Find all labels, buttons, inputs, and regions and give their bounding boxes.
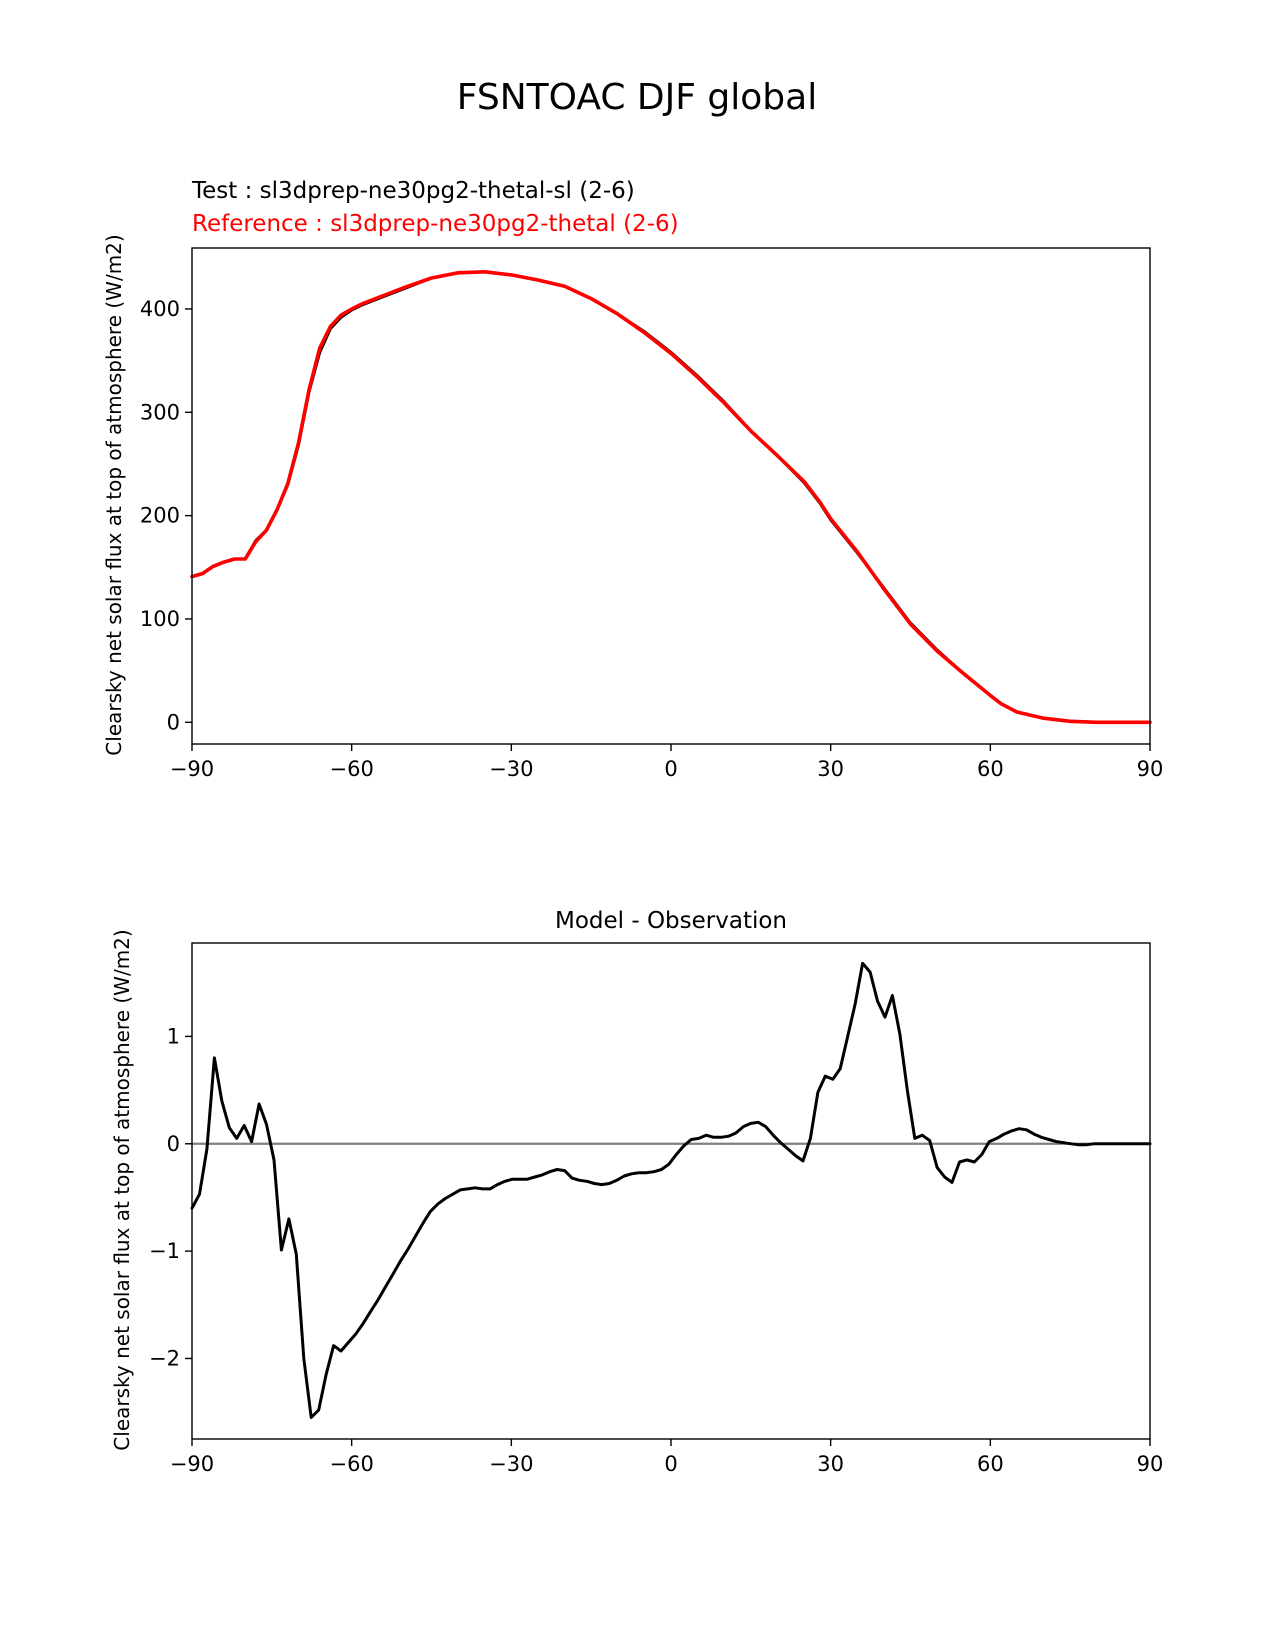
top-y-axis-label: Clearsky net solar flux at top of atmosp… [102, 234, 126, 755]
top-panel: Test : sl3dprep-ne30pg2-thetal-sl (2-6) … [102, 178, 1163, 781]
bottom-y-tick-label: 0 [167, 1132, 180, 1156]
test-label: Test : sl3dprep-ne30pg2-thetal-sl (2-6) [191, 178, 635, 204]
bottom-x-tick-label: −60 [330, 1452, 374, 1476]
bottom-x-tick-label: −30 [489, 1452, 533, 1476]
bottom-x-tick-label: 0 [664, 1452, 677, 1476]
top-x-tick-label: −30 [489, 757, 533, 781]
bottom-x-tick-label: 90 [1137, 1452, 1164, 1476]
top-x-tick-label: 60 [977, 757, 1004, 781]
top-y-tick-label: 400 [140, 297, 180, 321]
top-x-tick-label: 90 [1137, 757, 1164, 781]
bottom-x-tick-label: −90 [170, 1452, 214, 1476]
top-y-tick-label: 200 [140, 504, 180, 528]
top-plot-area [190, 270, 1152, 725]
bottom-y-tick-label: −2 [149, 1346, 180, 1370]
bottom-y-tick-label: 1 [167, 1024, 180, 1048]
bottom-plot-area [190, 961, 1152, 1419]
top-x-tick-label: −60 [330, 757, 374, 781]
top-x-tick-label: 0 [664, 757, 677, 781]
figure-title: FSNTOAC DJF global [457, 77, 817, 118]
bottom-title: Model - Observation [555, 908, 787, 934]
top-y-tick-label: 0 [167, 710, 180, 734]
reference-label: Reference : sl3dprep-ne30pg2-thetal (2-6… [192, 211, 679, 237]
bottom-y-tick-label: −1 [149, 1239, 180, 1263]
bottom-series-line-0 [190, 961, 1152, 1419]
top-y-tick-label: 300 [140, 400, 180, 424]
top-series-line-1 [190, 270, 1152, 725]
bottom-panel: Model - Observation Clearsky net solar f… [110, 908, 1163, 1476]
bottom-x-tick-label: 60 [977, 1452, 1004, 1476]
top-series-line-0 [190, 270, 1152, 724]
bottom-y-axis-label: Clearsky net solar flux at top of atmosp… [110, 929, 134, 1450]
top-y-tick-label: 100 [140, 607, 180, 631]
top-x-tick-label: 30 [817, 757, 844, 781]
top-x-tick-label: −90 [170, 757, 214, 781]
bottom-x-tick-label: 30 [817, 1452, 844, 1476]
bottom-axes-frame [191, 942, 1151, 1440]
